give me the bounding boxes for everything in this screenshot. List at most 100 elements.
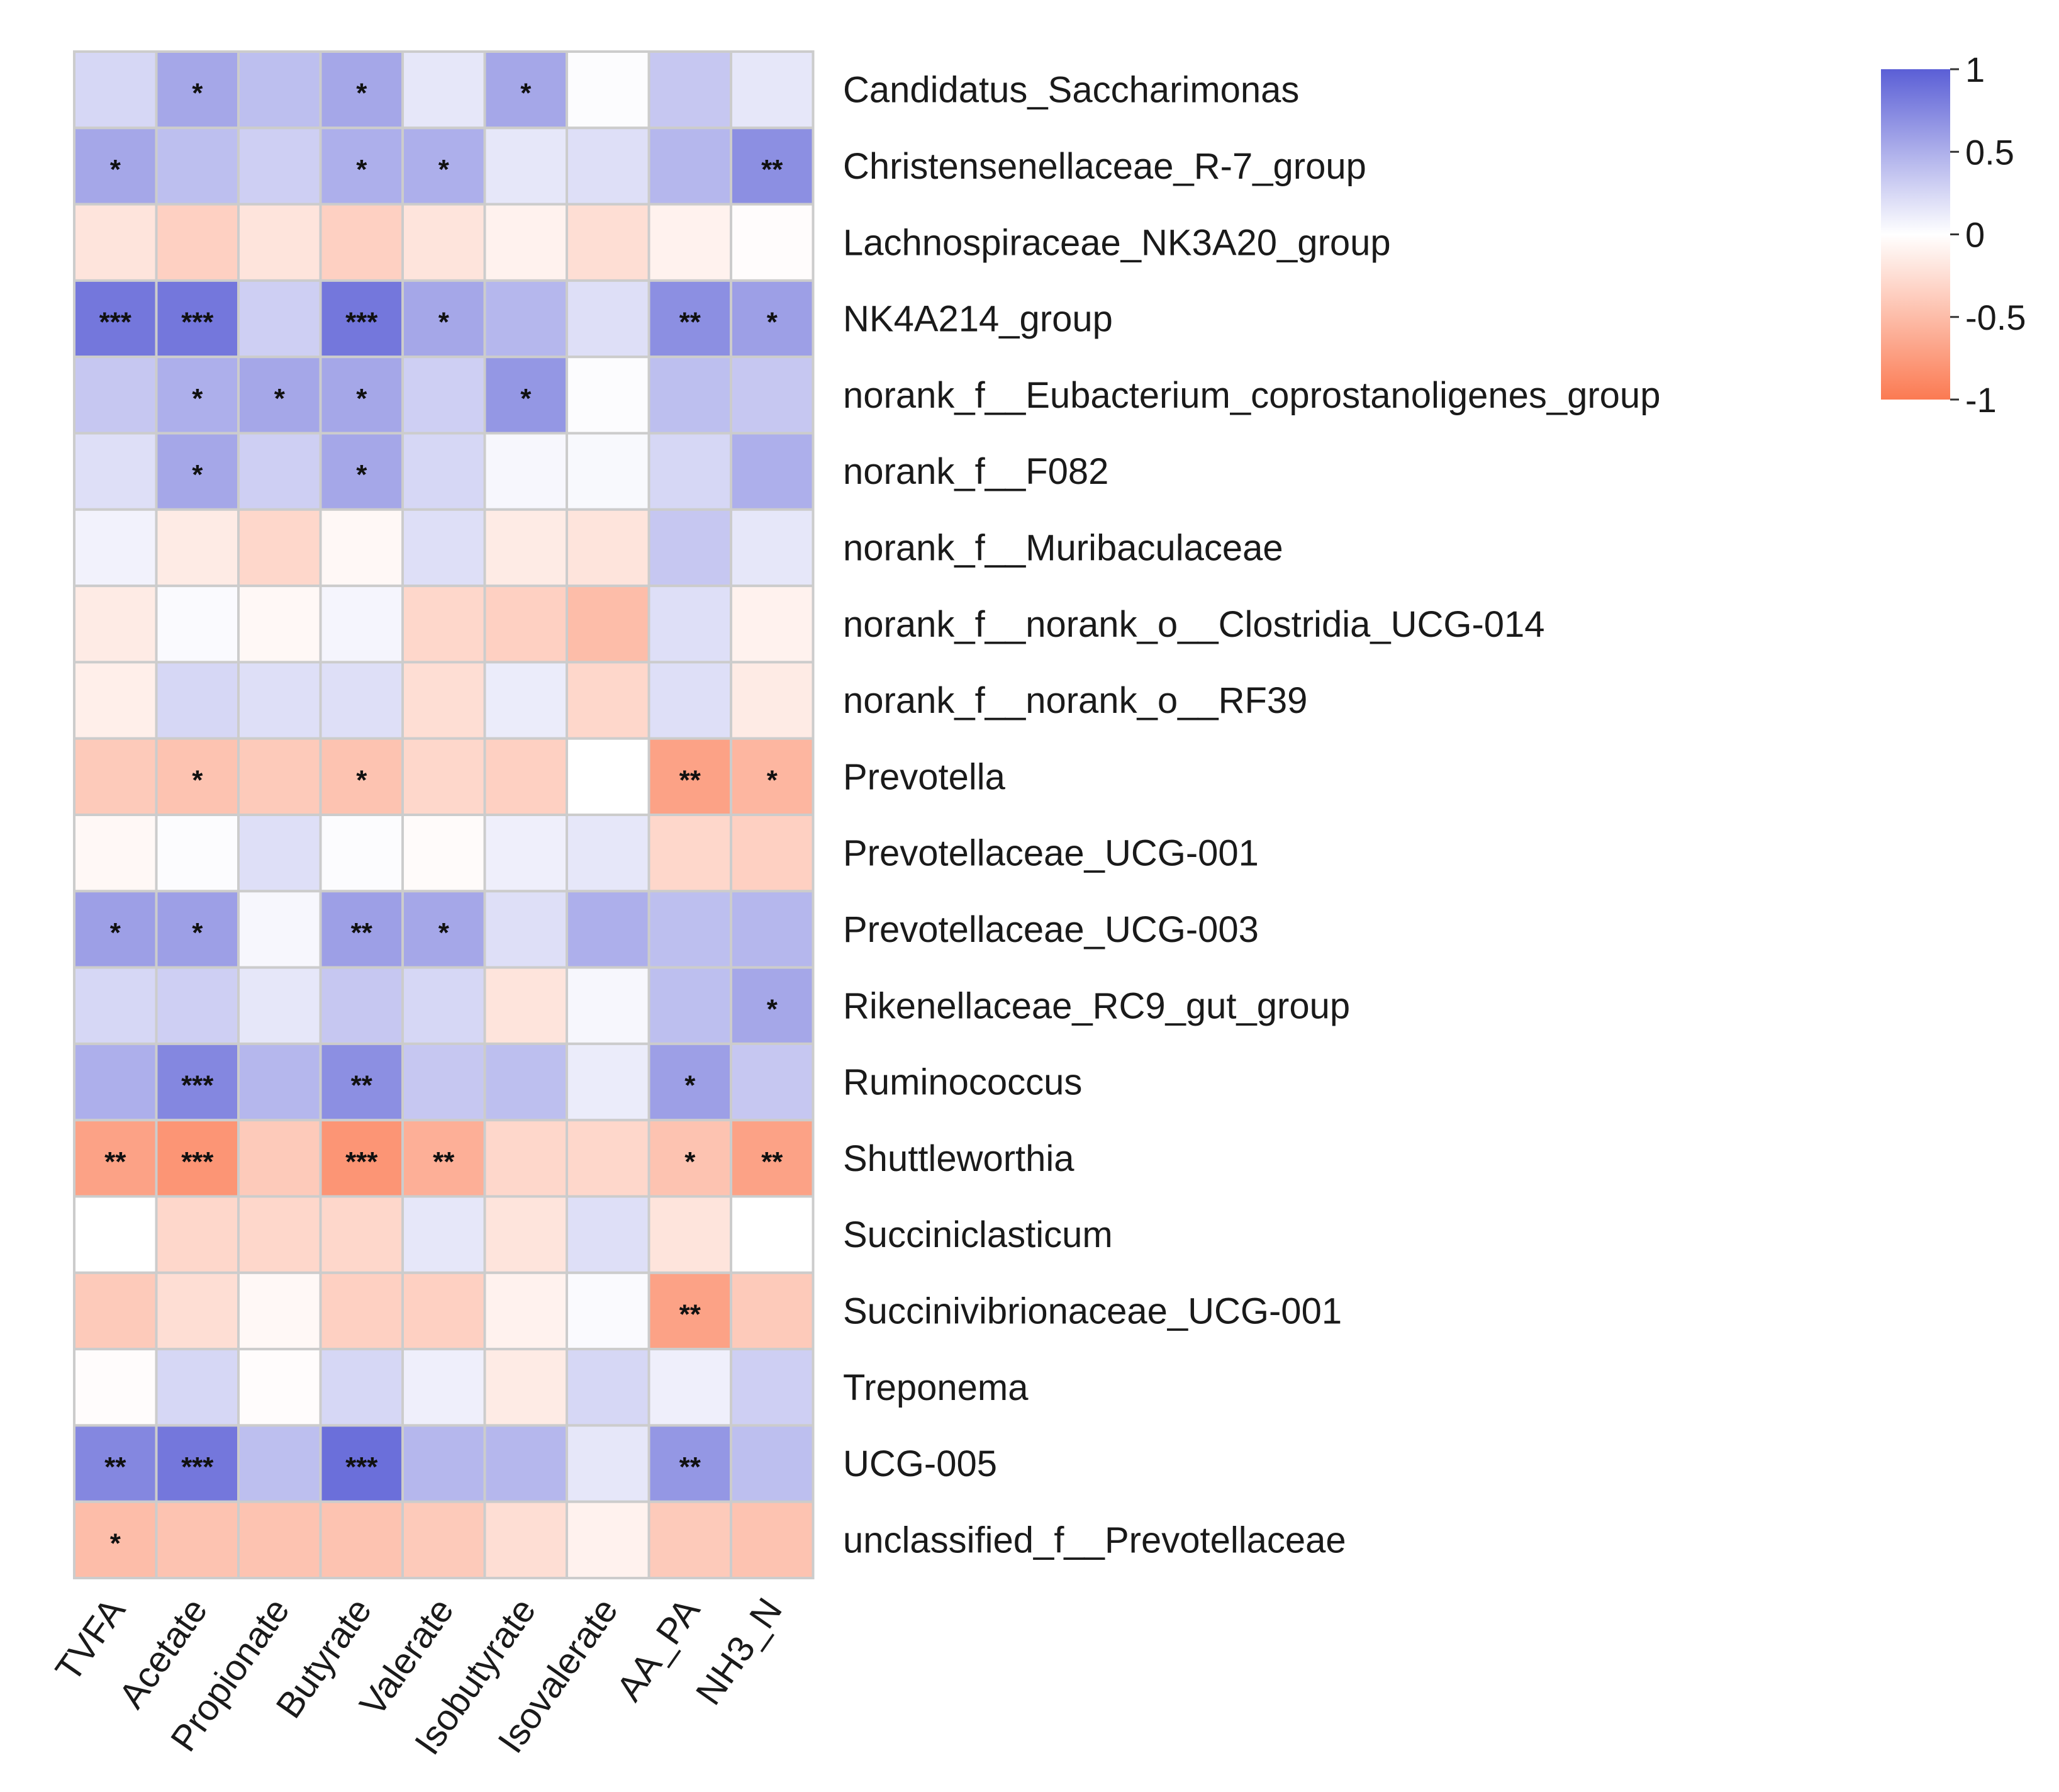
heatmap-cell-treponema-aa-pa [647, 1348, 732, 1427]
significance-marker: * [438, 154, 450, 185]
heatmap-cell-unclassified-f-prevotellaceae-propionate [237, 1500, 322, 1579]
heatmap-cell-candidatus-saccharimonas-tvfa [73, 50, 158, 130]
significance-marker: * [192, 459, 203, 490]
heatmap-cell-norank-f-norank-o-clostridia-ucg-014-aa-pa [647, 585, 732, 664]
heatmap-cell-christensenellaceae-r-7-group-propionate [237, 126, 322, 206]
significance-marker: * [356, 383, 367, 414]
heatmap-cell-prevotella-butyrate [319, 737, 404, 816]
heatmap-cells [73, 50, 815, 1579]
heatmap-cell-candidatus-saccharimonas-acetate [155, 50, 240, 130]
heatmap-cell-lachnospiraceae-nk3a20-group-propionate [237, 203, 322, 282]
heatmap-cell-unclassified-f-prevotellaceae-valerate [401, 1500, 486, 1579]
significance-marker: * [192, 917, 203, 948]
significance-marker: ** [679, 1452, 701, 1482]
heatmap-cell-rikenellaceae-rc9-gut-group-valerate [401, 966, 486, 1045]
heatmap-cell-prevotella-nh3-n [730, 737, 815, 816]
heatmap-cell-succinivibrionaceae-ucg-001-tvfa [73, 1271, 158, 1351]
significance-marker: * [684, 1146, 696, 1177]
row-label-prevotellaceae-ucg-001: Prevotellaceae_UCG-001 [843, 833, 1259, 874]
heatmap-cell-christensenellaceae-r-7-group-isobutyrate [483, 126, 568, 206]
colorbar-tick-label: 1 [1965, 50, 1985, 89]
row-label-lachnospiraceae-nk3a20-group: Lachnospiraceae_NK3A20_group [843, 222, 1391, 263]
significance-marker: * [356, 764, 367, 795]
row-label-norank-f-norank-o-rf39: norank_f__norank_o__RF39 [843, 680, 1307, 721]
significance-marker: ** [761, 1146, 783, 1177]
heatmap-cell-ruminococcus-isobutyrate [483, 1042, 568, 1122]
heatmap-cell-norank-f-eubacterium-coprostanoligenes-group-isobutyrate [483, 356, 568, 435]
heatmap-cell-norank-f-muribaculaceae-propionate [237, 508, 322, 588]
heatmap-cell-norank-f-muribaculaceae-isobutyrate [483, 508, 568, 588]
heatmap-cell-norank-f-f082-isobutyrate [483, 432, 568, 511]
heatmap-cell-succinivibrionaceae-ucg-001-valerate [401, 1271, 486, 1351]
heatmap-cell-prevotella-valerate [401, 737, 486, 816]
heatmap-cell-ucg-005-aa-pa [647, 1424, 732, 1503]
heatmap-cell-norank-f-muribaculaceae-tvfa [73, 508, 158, 588]
row-label-prevotella: Prevotella [843, 756, 1006, 797]
heatmap-cell-norank-f-muribaculaceae-acetate [155, 508, 240, 588]
heatmap-cell-norank-f-norank-o-clostridia-ucg-014-isovalerate [566, 585, 650, 664]
row-label-norank-f-eubacterium-coprostanoligenes-group: norank_f__Eubacterium_coprostanoligenes_… [843, 375, 1660, 416]
heatmap-cell-nk4a214-group-aa-pa [647, 279, 732, 359]
heatmap-cell-treponema-butyrate [319, 1348, 404, 1427]
row-label-candidatus-saccharimonas: Candidatus_Saccharimonas [843, 70, 1299, 111]
significance-marker: *** [181, 1070, 214, 1101]
heatmap-cell-treponema-valerate [401, 1348, 486, 1427]
heatmap-cell-succiniclasticum-isobutyrate [483, 1195, 568, 1274]
row-label-shuttleworthia: Shuttleworthia [843, 1138, 1074, 1179]
row-label-nk4a214-group: NK4A214_group [843, 299, 1113, 340]
heatmap-cell-treponema-isobutyrate [483, 1348, 568, 1427]
heatmap-cell-shuttleworthia-nh3-n [730, 1119, 815, 1198]
heatmap-cell-rikenellaceae-rc9-gut-group-aa-pa [647, 966, 732, 1045]
significance-marker: * [192, 764, 203, 795]
heatmap-cell-candidatus-saccharimonas-propionate [237, 50, 322, 130]
heatmap-cell-nk4a214-group-propionate [237, 279, 322, 359]
row-label-unclassified-f-prevotellaceae: unclassified_f__Prevotellaceae [843, 1520, 1346, 1560]
significance-marker: ** [104, 1452, 126, 1482]
significance-marker: *** [345, 307, 378, 338]
significance-marker: * [356, 78, 367, 109]
significance-marker: ** [679, 1299, 701, 1330]
heatmap-cell-norank-f-f082-butyrate [319, 432, 404, 511]
heatmap-cell-candidatus-saccharimonas-aa-pa [647, 50, 732, 130]
heatmap-cell-succiniclasticum-butyrate [319, 1195, 404, 1274]
heatmap-cell-ruminococcus-nh3-n [730, 1042, 815, 1122]
heatmap-cell-lachnospiraceae-nk3a20-group-valerate [401, 203, 486, 282]
significance-marker: * [767, 994, 778, 1024]
heatmap-cell-prevotella-acetate [155, 737, 240, 816]
heatmap-cell-norank-f-norank-o-rf39-isovalerate [566, 661, 650, 740]
heatmap-cell-prevotellaceae-ucg-003-isobutyrate [483, 890, 568, 969]
heatmap-cell-ruminococcus-tvfa [73, 1042, 158, 1122]
significance-marker: ** [433, 1146, 455, 1177]
heatmap-cell-nk4a214-group-isovalerate [566, 279, 650, 359]
heatmap-cell-lachnospiraceae-nk3a20-group-isovalerate [566, 203, 650, 282]
colorbar-tick-label: 0 [1965, 215, 1985, 255]
heatmap-cell-candidatus-saccharimonas-valerate [401, 50, 486, 130]
heatmap-cell-norank-f-muribaculaceae-butyrate [319, 508, 404, 588]
heatmap-cell-ruminococcus-aa-pa [647, 1042, 732, 1122]
row-label-norank-f-muribaculaceae: norank_f__Muribaculaceae [843, 527, 1283, 568]
row-label-succinivibrionaceae-ucg-001: Succinivibrionaceae_UCG-001 [843, 1291, 1342, 1331]
heatmap-cell-norank-f-norank-o-rf39-isobutyrate [483, 661, 568, 740]
heatmap-cell-norank-f-norank-o-rf39-acetate [155, 661, 240, 740]
heatmap-cell-unclassified-f-prevotellaceae-acetate [155, 1500, 240, 1579]
heatmap-cell-prevotellaceae-ucg-001-aa-pa [647, 814, 732, 893]
heatmap-cell-norank-f-norank-o-clostridia-ucg-014-nh3-n [730, 585, 815, 664]
heatmap-cell-lachnospiraceae-nk3a20-group-acetate [155, 203, 240, 282]
heatmap-cell-christensenellaceae-r-7-group-valerate [401, 126, 486, 206]
heatmap-cell-prevotellaceae-ucg-001-acetate [155, 814, 240, 893]
significance-marker: ** [351, 1070, 373, 1101]
heatmap-cell-unclassified-f-prevotellaceae-aa-pa [647, 1500, 732, 1579]
heatmap-cell-treponema-acetate [155, 1348, 240, 1427]
heatmap-cell-succinivibrionaceae-ucg-001-nh3-n [730, 1271, 815, 1351]
heatmap-cell-norank-f-norank-o-rf39-butyrate [319, 661, 404, 740]
heatmap-cell-succiniclasticum-valerate [401, 1195, 486, 1274]
heatmap-cell-norank-f-norank-o-rf39-propionate [237, 661, 322, 740]
row-label-rikenellaceae-rc9-gut-group: Rikenellaceae_RC9_gut_group [843, 985, 1350, 1026]
heatmap-cell-ucg-005-isovalerate [566, 1424, 650, 1503]
heatmap-cell-prevotella-isobutyrate [483, 737, 568, 816]
heatmap-cell-treponema-isovalerate [566, 1348, 650, 1427]
heatmap-cell-rikenellaceae-rc9-gut-group-isobutyrate [483, 966, 568, 1045]
heatmap-cell-rikenellaceae-rc9-gut-group-butyrate [319, 966, 404, 1045]
heatmap-cell-prevotella-aa-pa [647, 737, 732, 816]
